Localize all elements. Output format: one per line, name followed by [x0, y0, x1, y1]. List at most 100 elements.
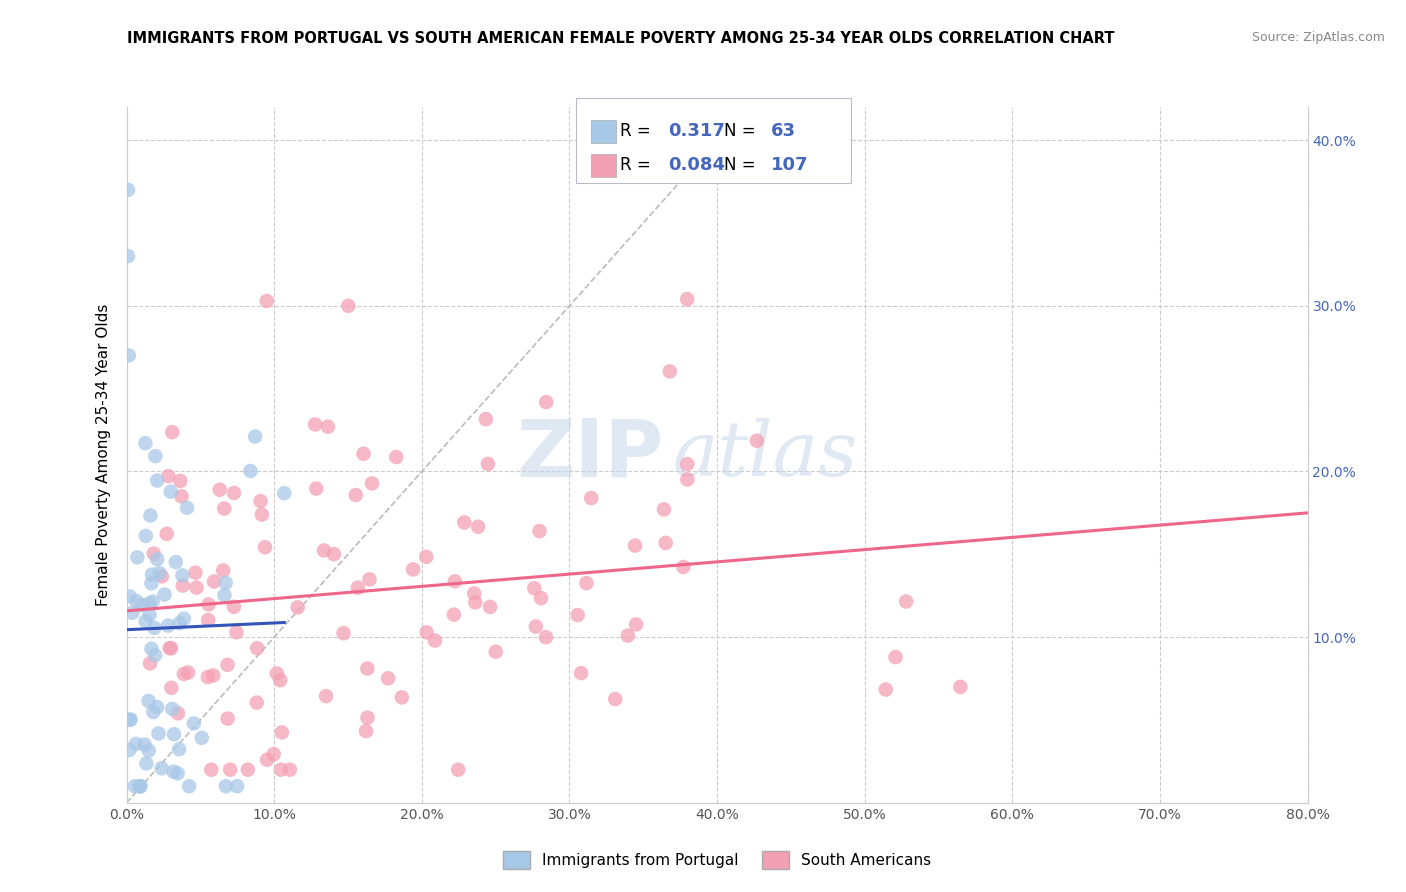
Point [332, 626, 354, 640]
Point [212, 564, 235, 578]
Point [475, 412, 498, 426]
Point [215, 575, 238, 590]
Point [353, 447, 375, 461]
Point [159, 641, 181, 656]
Point [120, 713, 142, 727]
Point [225, 625, 247, 640]
Point [138, 694, 160, 708]
Point [464, 595, 486, 609]
Point [323, 547, 346, 561]
Point [305, 482, 328, 496]
Point [214, 588, 236, 602]
Point [125, 737, 148, 751]
Point [222, 599, 245, 614]
Point [125, 594, 148, 608]
Point [344, 488, 367, 502]
Point [391, 690, 413, 705]
Point [530, 591, 553, 606]
Text: N =: N = [724, 156, 761, 174]
Point [217, 712, 239, 726]
Point [121, 606, 143, 620]
Point [163, 727, 186, 741]
Point [444, 574, 467, 589]
Point [131, 598, 153, 612]
Point [745, 434, 768, 448]
Point [249, 494, 271, 508]
Point [467, 520, 489, 534]
Point [243, 429, 266, 443]
Point [160, 681, 183, 695]
Point [447, 763, 470, 777]
Point [153, 588, 176, 602]
Point [200, 763, 222, 777]
Point [150, 761, 173, 775]
Text: R =: R = [620, 156, 657, 174]
Point [273, 486, 295, 500]
Point [165, 555, 187, 569]
Point [605, 692, 627, 706]
Point [118, 349, 141, 363]
Text: 0.084: 0.084 [668, 156, 725, 174]
Point [138, 607, 160, 622]
Point [356, 661, 378, 675]
Point [170, 489, 193, 503]
Point [534, 630, 557, 644]
Point [217, 657, 239, 672]
Point [118, 713, 141, 727]
Point [160, 425, 183, 439]
Text: R =: R = [620, 122, 657, 140]
Point [875, 682, 897, 697]
Point [652, 502, 675, 516]
Point [173, 611, 195, 625]
Point [162, 764, 184, 779]
Text: IMMIGRANTS FROM PORTUGAL VS SOUTH AMERICAN FEMALE POVERTY AMONG 25-34 YEAR OLDS : IMMIGRANTS FROM PORTUGAL VS SOUTH AMERIC… [127, 31, 1114, 46]
Point [266, 666, 288, 681]
Point [117, 249, 139, 263]
Point [359, 573, 381, 587]
Point [141, 576, 163, 591]
Point [177, 665, 200, 680]
Point [219, 763, 242, 777]
Point [184, 566, 207, 580]
Point [183, 716, 205, 731]
Point [139, 657, 162, 671]
Point [141, 641, 163, 656]
Point [157, 618, 180, 632]
Point [128, 779, 150, 793]
Point [263, 747, 285, 761]
Point [529, 524, 551, 538]
Point [534, 395, 557, 409]
Point [135, 756, 157, 771]
Point [167, 742, 190, 756]
Point [142, 547, 165, 561]
Point [312, 543, 335, 558]
Point [463, 586, 485, 600]
Point [128, 779, 150, 793]
Point [186, 581, 208, 595]
Point [402, 562, 425, 576]
Text: 0.317: 0.317 [668, 122, 724, 140]
Point [453, 516, 475, 530]
Point [124, 779, 146, 793]
Point [148, 726, 170, 740]
Point [142, 594, 165, 608]
Point [246, 641, 269, 656]
Point [616, 629, 638, 643]
Point [197, 670, 219, 684]
Legend: Immigrants from Portugal, South Americans: Immigrants from Portugal, South American… [496, 846, 938, 875]
Point [222, 486, 245, 500]
Point [214, 501, 236, 516]
Point [169, 474, 191, 488]
Point [117, 183, 139, 197]
Point [894, 594, 917, 608]
Point [567, 608, 589, 623]
Point [415, 549, 437, 564]
Point [159, 484, 181, 499]
Point [167, 706, 190, 721]
Point [139, 508, 162, 523]
Point [337, 299, 360, 313]
Point [356, 711, 378, 725]
Point [179, 779, 201, 793]
Point [270, 725, 292, 739]
Point [523, 581, 546, 595]
